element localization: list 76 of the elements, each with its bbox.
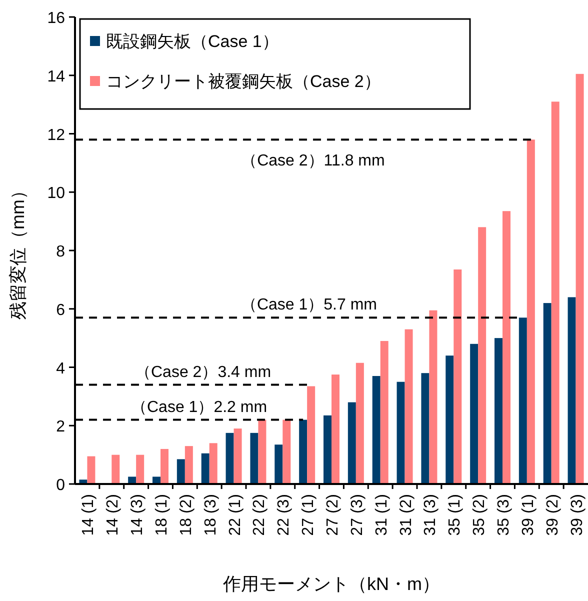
- bar: [274, 444, 283, 484]
- bar: [380, 340, 388, 484]
- ref-line-label: （Case 2）3.4 mm: [135, 364, 272, 381]
- ref-line-label: （Case 1）5.7 mm: [240, 296, 377, 314]
- bar: [446, 356, 454, 484]
- bar: [404, 329, 413, 484]
- bar: [226, 432, 234, 484]
- x-tick-label: 39 (3): [568, 494, 586, 536]
- x-tick-label: 14 (1): [80, 494, 98, 536]
- bar: [112, 454, 120, 484]
- bar: [470, 344, 478, 484]
- bar: [184, 446, 193, 484]
- bar: [332, 374, 340, 484]
- bar: [307, 386, 316, 484]
- y-tick-label: 14: [47, 68, 66, 86]
- bar: [234, 428, 242, 484]
- bar: [429, 310, 438, 484]
- y-axis-title: 残留変位（mm）: [8, 182, 28, 320]
- bar: [543, 303, 552, 484]
- x-tick-label: 39 (1): [520, 494, 537, 536]
- x-tick-label: 27 (1): [300, 494, 318, 536]
- bar: [282, 420, 291, 484]
- bar: [494, 338, 502, 484]
- x-tick-label: 35 (1): [446, 494, 464, 536]
- bar: [87, 456, 96, 484]
- ref-line-label: （Case 2）11.8 mm: [241, 152, 385, 170]
- bar: [576, 74, 584, 484]
- bar: [502, 211, 510, 484]
- bar: [372, 376, 380, 484]
- bar: [201, 453, 210, 484]
- x-tick-label: 31 (1): [373, 494, 390, 536]
- bar: [454, 269, 462, 484]
- ref-line-label: （Case 1）2.2 mm: [131, 398, 268, 416]
- x-tick-label: 31 (3): [422, 494, 440, 536]
- bar: [478, 227, 486, 484]
- legend-label: 既設鋼矢板（Case 1）: [106, 32, 279, 51]
- y-tick-label: 4: [56, 360, 66, 378]
- bar: [356, 362, 364, 484]
- bar: [324, 415, 332, 484]
- x-tick-label: 31 (2): [398, 494, 415, 536]
- x-tick-label: 18 (3): [202, 494, 220, 536]
- y-tick-label: 8: [56, 244, 66, 260]
- x-tick-label: 22 (3): [276, 494, 293, 536]
- bar: [258, 420, 266, 484]
- x-tick-label: 27 (3): [348, 494, 366, 536]
- x-tick-label: 18 (2): [178, 494, 195, 536]
- bar: [568, 297, 576, 484]
- y-tick-label: 2: [56, 418, 66, 436]
- bar: [160, 448, 168, 484]
- x-tick-label: 35 (3): [496, 494, 512, 536]
- bar: [551, 102, 560, 484]
- x-tick-label: 22 (1): [226, 494, 244, 536]
- y-tick-label: 16: [47, 10, 66, 27]
- bar: [176, 459, 185, 484]
- x-tick-label: 14 (3): [129, 494, 146, 536]
- y-tick-label: 12: [47, 126, 66, 144]
- x-tick-label: 14 (2): [104, 494, 122, 536]
- y-tick-label: 6: [56, 302, 66, 319]
- y-tick-label: 0: [56, 477, 66, 494]
- bar: [250, 432, 258, 484]
- x-tick-label: 27 (2): [324, 494, 342, 536]
- bar: [136, 454, 144, 484]
- bar: [421, 373, 430, 484]
- bar: [299, 420, 308, 484]
- bar: [209, 443, 218, 484]
- legend-label: コンクリート被覆鋼矢板（Case 2）: [106, 72, 381, 91]
- bar: [518, 318, 527, 484]
- x-tick-label: 35 (2): [471, 494, 488, 536]
- x-tick-label: 22 (2): [251, 494, 268, 536]
- x-axis-title: 作用モーメント（kN・m）: [222, 574, 440, 594]
- bar: [396, 382, 405, 484]
- y-tick-label: 10: [47, 185, 66, 202]
- bar: [526, 140, 535, 484]
- x-tick-label: 39 (2): [544, 494, 562, 536]
- bar: [348, 402, 356, 484]
- x-tick-label: 18 (1): [154, 494, 170, 536]
